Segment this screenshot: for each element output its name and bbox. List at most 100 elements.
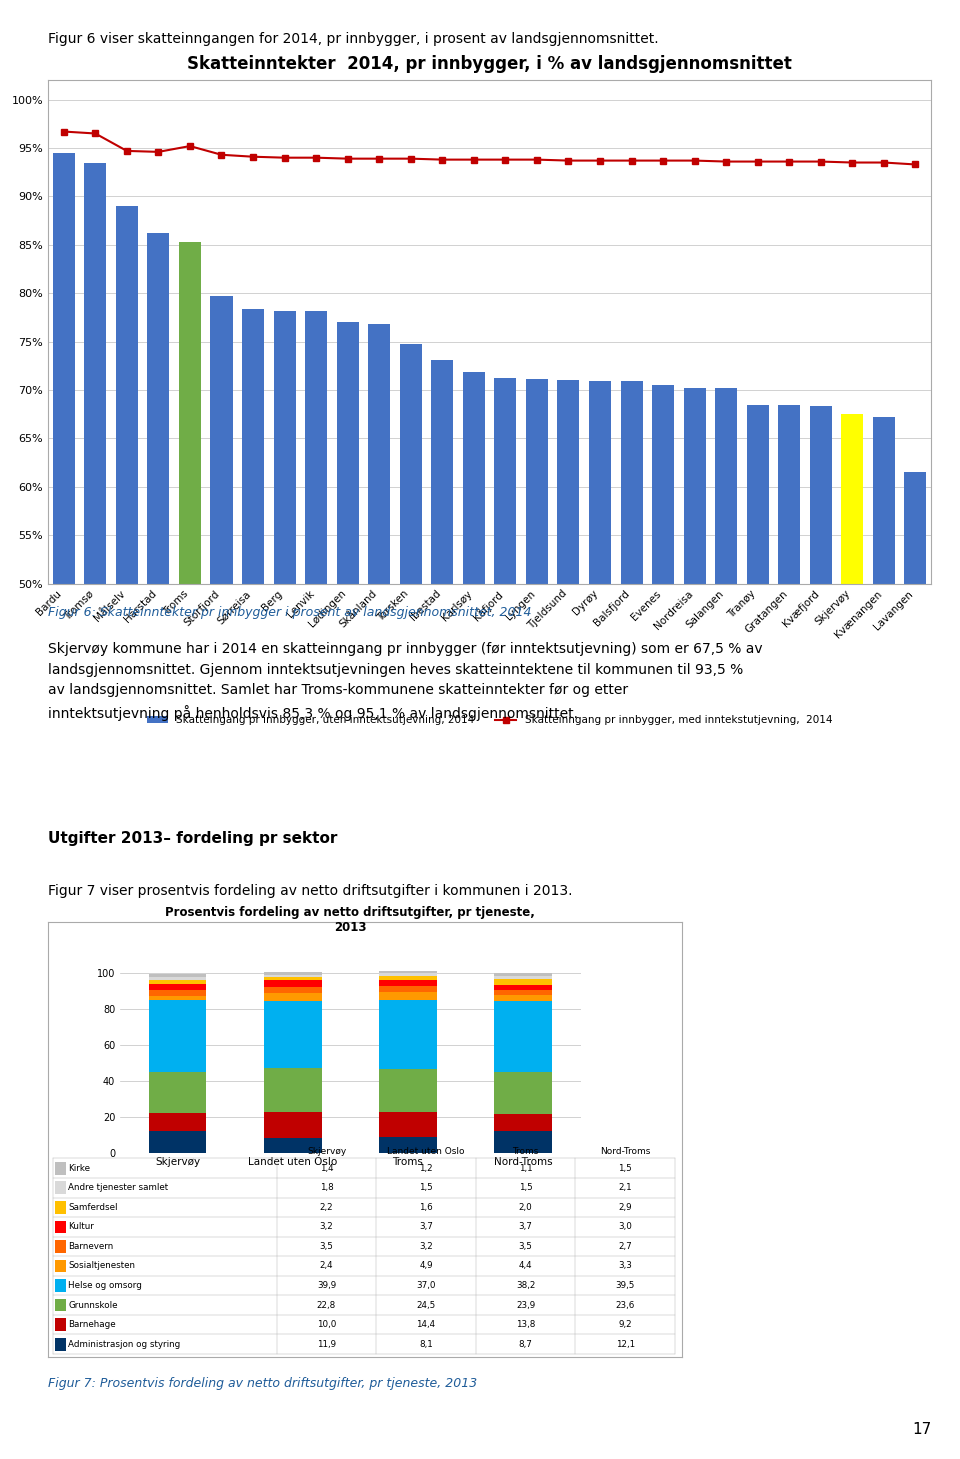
Bar [494,995,552,1001]
Text: Figur 7: Prosentvis fordeling av netto driftsutgifter, pr tjeneste, 2013: Figur 7: Prosentvis fordeling av netto d… [48,1377,477,1389]
Bar [84,162,107,1068]
Bar [149,996,206,1001]
Text: 11,9: 11,9 [317,1339,336,1348]
Text: 3,7: 3,7 [420,1223,433,1231]
Bar [264,973,322,975]
Bar [264,975,322,978]
Bar [494,991,552,995]
Text: 9,2: 9,2 [618,1320,632,1329]
Text: Barnehage: Barnehage [68,1320,116,1329]
Text: 13,8: 13,8 [516,1320,536,1329]
Text: Skjervøy kommune har i 2014 en skatteinngang pr innbygger (før inntektsutjevning: Skjervøy kommune har i 2014 en skatteinn… [48,642,762,721]
Bar [242,309,264,1068]
Bar [809,407,831,1068]
Bar [149,1001,206,1072]
Bar [264,986,322,992]
Text: 8,1: 8,1 [420,1339,433,1348]
Text: 4,9: 4,9 [420,1262,433,1271]
Title: Skatteinntekter  2014, pr innbygger, i % av landsgjennomsnittet: Skatteinntekter 2014, pr innbygger, i % … [187,55,792,73]
Bar [55,1240,66,1253]
Text: Andre tjenester samlet: Andre tjenester samlet [68,1183,168,1192]
Bar [55,1338,66,1351]
Bar [179,242,201,1068]
Text: 2,1: 2,1 [618,1183,632,1192]
Bar [379,1001,437,1069]
Bar [494,1072,552,1115]
Bar [494,973,552,976]
Text: 1,2: 1,2 [420,1164,433,1173]
Bar [494,1131,552,1153]
Text: Samferdsel: Samferdsel [68,1202,118,1212]
Bar [779,406,801,1068]
Text: 3,2: 3,2 [420,1242,433,1250]
Text: Helse og omsorg: Helse og omsorg [68,1281,142,1290]
Text: Figur 7 viser prosentvis fordeling av netto driftsutgifter i kommunen i 2013.: Figur 7 viser prosentvis fordeling av ne… [48,884,572,899]
Bar [652,385,674,1068]
Bar [379,976,437,979]
Text: Skjervøy: Skjervøy [307,1147,347,1156]
Text: Sosialtjenesten: Sosialtjenesten [68,1262,135,1271]
Text: 3,3: 3,3 [618,1262,632,1271]
Bar [904,473,926,1068]
Text: 1,5: 1,5 [420,1183,433,1192]
Bar [431,360,453,1068]
Text: Nord-Troms: Nord-Troms [600,1147,650,1156]
Bar [494,976,552,979]
Text: Utgifter 2013– fordeling pr sektor: Utgifter 2013– fordeling pr sektor [48,832,337,846]
Bar [337,322,359,1068]
Bar [149,989,206,996]
Text: 1,5: 1,5 [618,1164,632,1173]
Text: 24,5: 24,5 [417,1300,436,1310]
Text: 2,7: 2,7 [618,1242,632,1250]
Text: 38,2: 38,2 [516,1281,536,1290]
Text: 12,1: 12,1 [615,1339,635,1348]
Text: 23,6: 23,6 [615,1300,635,1310]
Bar [149,1072,206,1113]
Text: Barnevern: Barnevern [68,1242,113,1250]
Bar [149,980,206,983]
Text: 1,5: 1,5 [518,1183,533,1192]
Text: 1,4: 1,4 [320,1164,333,1173]
Bar [55,1161,66,1174]
Text: 2,9: 2,9 [618,1202,632,1212]
Text: Landet uten Oslo: Landet uten Oslo [387,1147,465,1156]
Bar [149,1131,206,1153]
Text: 17: 17 [912,1421,931,1437]
Text: 39,5: 39,5 [615,1281,635,1290]
Text: Figur 6 viser skatteinngangen for 2014, pr innbygger, i prosent av landsgjennoms: Figur 6 viser skatteinngangen for 2014, … [48,32,659,47]
Bar [53,153,75,1068]
Bar [55,1221,66,1233]
Bar [873,417,895,1068]
Bar [558,381,580,1068]
Bar [494,979,552,985]
Bar [55,1182,66,1193]
Bar [494,1115,552,1131]
Text: 1,6: 1,6 [420,1202,433,1212]
Text: 3,2: 3,2 [320,1223,333,1231]
Text: 8,7: 8,7 [518,1339,533,1348]
Bar [588,381,611,1068]
Bar [368,324,390,1068]
Bar [147,233,169,1068]
Bar [494,378,516,1068]
Bar [494,1001,552,1072]
Bar [149,975,206,978]
Bar [379,992,437,1001]
Text: 39,9: 39,9 [317,1281,336,1290]
Bar [274,311,296,1068]
Bar [399,343,421,1068]
Bar [463,372,485,1068]
Text: 2,0: 2,0 [518,1202,533,1212]
Bar [210,296,232,1068]
Bar [379,973,437,976]
Bar [264,978,322,980]
Bar [379,979,437,986]
Text: 23,9: 23,9 [516,1300,536,1310]
Text: Grunnskole: Grunnskole [68,1300,118,1310]
Bar [149,978,206,980]
Bar [116,206,138,1068]
Bar [55,1280,66,1291]
Bar [379,986,437,992]
Bar [149,983,206,989]
Bar [684,388,706,1068]
